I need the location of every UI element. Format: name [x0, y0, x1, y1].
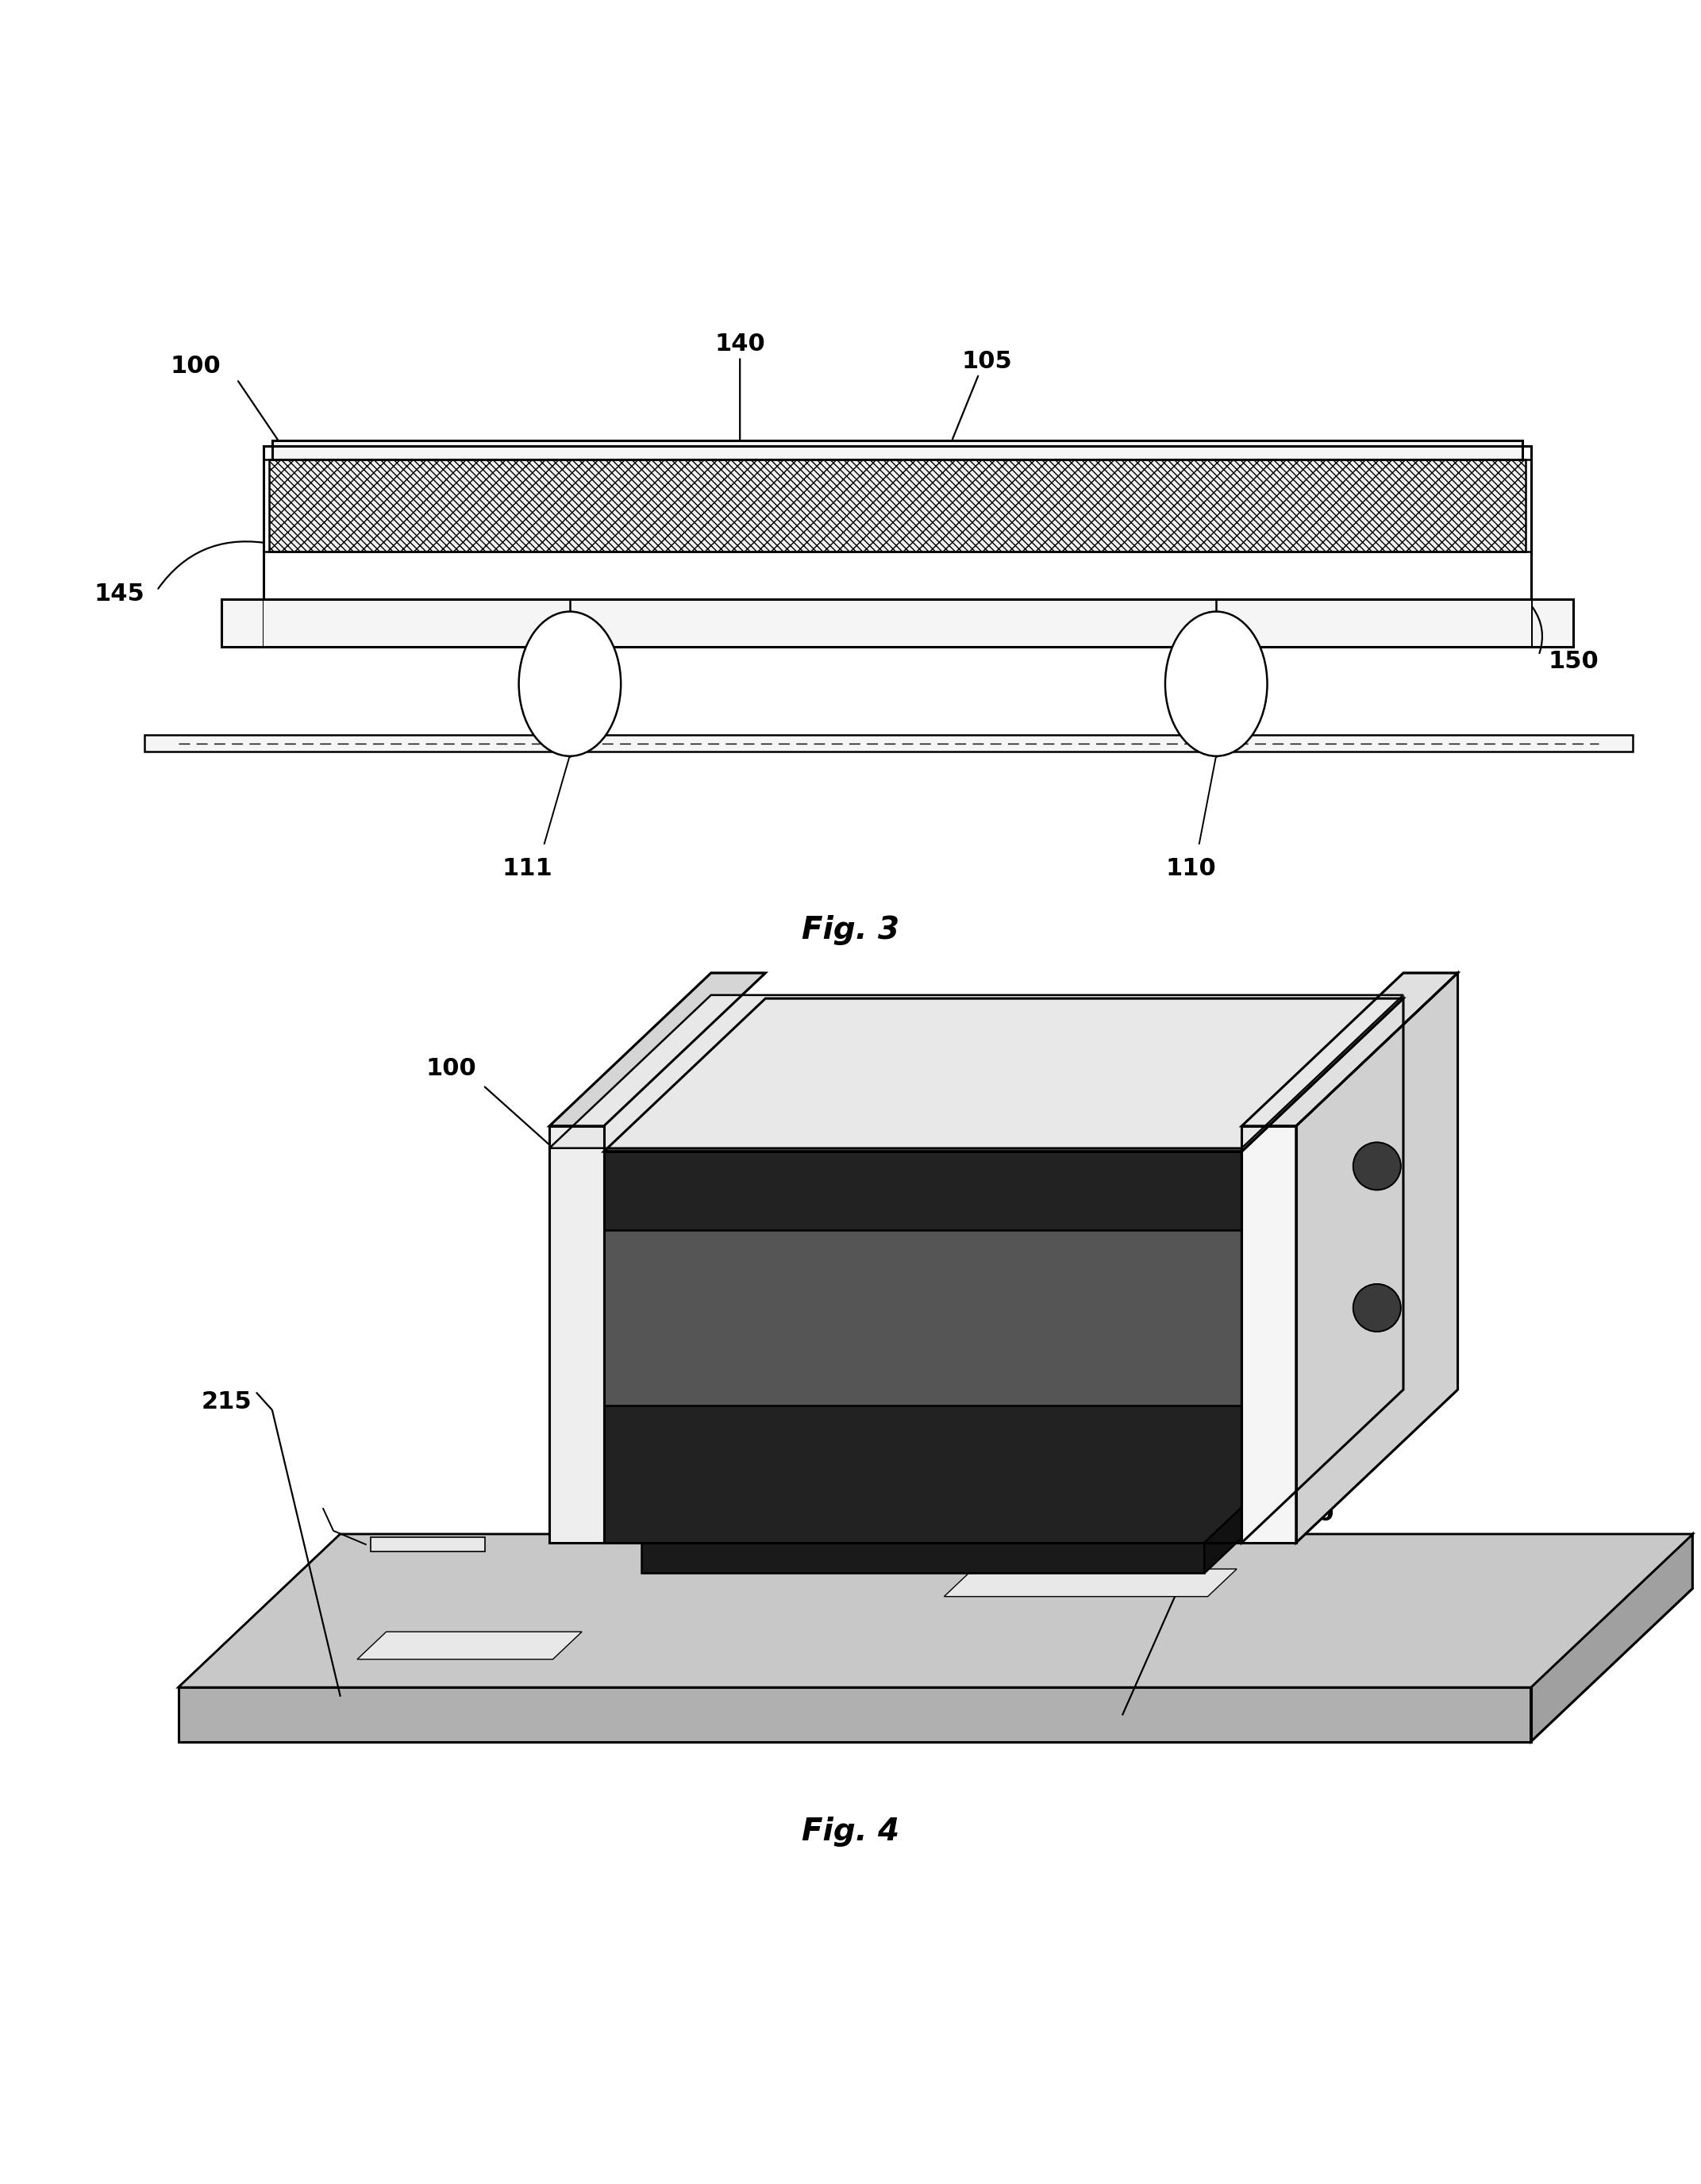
Polygon shape	[357, 1631, 582, 1660]
Circle shape	[1354, 1284, 1400, 1332]
Text: 205: 205	[1318, 1140, 1369, 1164]
Bar	[1531, 598, 1573, 646]
Ellipse shape	[1165, 612, 1267, 756]
Polygon shape	[179, 1688, 1531, 1741]
Text: 210: 210	[1284, 1503, 1335, 1524]
Text: Fig. 4: Fig. 4	[801, 1817, 900, 1848]
Polygon shape	[1242, 998, 1403, 1542]
Polygon shape	[549, 972, 765, 1127]
Text: 100: 100	[170, 354, 221, 378]
Text: 110: 110	[1165, 858, 1216, 880]
Polygon shape	[1296, 972, 1458, 1542]
Polygon shape	[604, 1230, 1242, 1406]
Polygon shape	[549, 996, 1403, 1149]
Bar	[269, 459, 1526, 550]
Polygon shape	[604, 1151, 1242, 1542]
Text: 215: 215	[201, 1389, 252, 1413]
Bar	[145, 734, 1633, 751]
Polygon shape	[641, 1542, 1204, 1572]
Bar	[221, 598, 264, 646]
Polygon shape	[179, 1533, 1692, 1688]
Polygon shape	[1531, 1533, 1692, 1741]
Polygon shape	[1242, 972, 1458, 1127]
Polygon shape	[604, 998, 1403, 1151]
Polygon shape	[371, 1538, 485, 1551]
Ellipse shape	[519, 612, 621, 756]
Bar	[272, 441, 1522, 459]
Text: 150: 150	[1548, 651, 1599, 673]
Polygon shape	[179, 1533, 1692, 1688]
Text: 140: 140	[714, 332, 765, 356]
Text: 105: 105	[961, 349, 1012, 373]
Text: 111: 111	[502, 858, 553, 880]
Text: 145: 145	[94, 583, 145, 605]
Polygon shape	[1242, 1127, 1296, 1542]
Bar	[269, 459, 1526, 550]
Bar	[264, 598, 1531, 646]
Polygon shape	[944, 1568, 1237, 1597]
Polygon shape	[549, 1127, 604, 1542]
Polygon shape	[1204, 1465, 1286, 1572]
Polygon shape	[604, 998, 1403, 1151]
Circle shape	[1354, 1142, 1400, 1190]
Text: 100: 100	[425, 1057, 476, 1081]
Text: Fig. 3: Fig. 3	[801, 915, 900, 946]
